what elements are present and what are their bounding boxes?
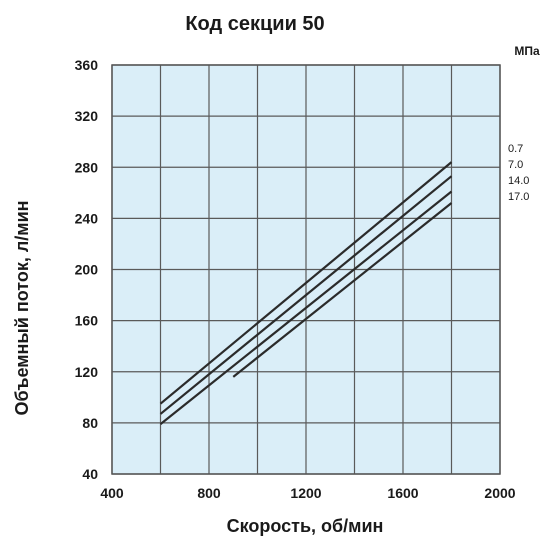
y-tick-label: 200 — [75, 262, 99, 278]
pressure-unit-label: МПа — [514, 44, 540, 58]
x-axis-label: Скорость, об/мин — [227, 516, 384, 536]
plot-frame — [111, 64, 501, 475]
y-tick-labels: 360 320 280 240 200 160 120 80 40 — [75, 57, 99, 482]
chart-title: Код секции 50 — [185, 13, 324, 35]
x-tick-label: 1600 — [387, 485, 418, 501]
x-tick-label: 1200 — [290, 485, 321, 501]
x-tick-label: 400 — [100, 485, 124, 501]
y-tick-label: 320 — [75, 108, 99, 124]
series-line — [159, 175, 453, 415]
y-tick-label: 80 — [82, 415, 98, 431]
y-tick-label: 280 — [75, 159, 99, 175]
y-tick-label: 120 — [75, 364, 99, 380]
y-tick-label: 240 — [75, 210, 99, 226]
y-axis-label: Объемный поток, л/мин — [12, 200, 32, 415]
x-tick-labels: 400 800 1200 1600 2000 — [100, 485, 515, 501]
legend-entry: 0.7 — [508, 143, 523, 155]
legend-entry: 7.0 — [508, 159, 523, 171]
y-tick-label: 160 — [75, 313, 99, 329]
legend-entry: 14.0 — [508, 175, 529, 187]
legend: 0.7 7.0 14.0 17.0 — [508, 143, 529, 203]
legend-entry: 17.0 — [508, 191, 529, 203]
series-line — [159, 161, 453, 405]
series-line — [232, 202, 453, 378]
y-tick-label: 40 — [82, 466, 98, 482]
x-tick-label: 800 — [197, 485, 221, 501]
series-lines — [159, 161, 453, 426]
series-line — [159, 190, 453, 426]
y-tick-label: 360 — [75, 57, 99, 73]
x-tick-label: 2000 — [484, 485, 515, 501]
